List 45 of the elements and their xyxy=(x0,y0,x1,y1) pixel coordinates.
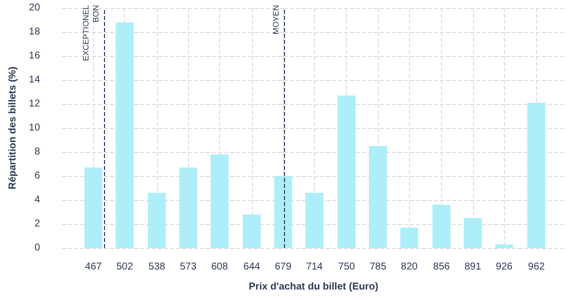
y-tick-label: 18 xyxy=(28,26,40,38)
x-tick-label: 502 xyxy=(116,262,134,272)
y-axis-title: Répartition des billets (%) xyxy=(8,66,18,190)
x-tick-label: 644 xyxy=(243,262,261,272)
bar xyxy=(274,176,292,248)
bar xyxy=(179,168,198,248)
bar xyxy=(464,218,482,248)
ref-line-label: MOYEN xyxy=(271,4,280,34)
x-tick-label: 679 xyxy=(274,262,292,272)
x-tick-label: 538 xyxy=(148,262,166,272)
ref-line-label: EXCEPTIONEL BON xyxy=(82,4,101,62)
y-tick-label: 4 xyxy=(34,194,40,206)
x-tick-label: 962 xyxy=(528,262,546,272)
y-tick-label: 12 xyxy=(28,98,40,110)
y-tick-label: 8 xyxy=(34,146,40,158)
y-tick-label: 2 xyxy=(34,218,40,230)
x-tick-label: 820 xyxy=(400,262,418,272)
x-tick-label: 750 xyxy=(338,262,356,272)
bar xyxy=(338,96,356,248)
x-tick-label: 856 xyxy=(433,262,450,272)
bar xyxy=(368,146,387,248)
y-tick-label: 6 xyxy=(34,170,40,182)
x-tick-label: 608 xyxy=(211,262,228,272)
y-tick-label: 16 xyxy=(28,50,40,62)
bar xyxy=(210,154,229,248)
bar xyxy=(116,22,134,248)
x-axis-title: Prix d'achat du billet (Euro) xyxy=(248,282,378,292)
bar xyxy=(400,228,418,248)
bar xyxy=(242,214,261,248)
y-tick-label: 0 xyxy=(34,242,40,254)
y-tick-label: 14 xyxy=(28,74,40,86)
x-tick-label: 926 xyxy=(496,262,513,272)
bar xyxy=(432,204,450,248)
x-tick-label: 573 xyxy=(180,262,197,272)
bar xyxy=(495,244,514,248)
bar xyxy=(527,102,546,248)
x-tick-label: 891 xyxy=(464,262,482,272)
bar xyxy=(148,192,166,248)
x-tick-label: 714 xyxy=(306,262,324,272)
x-tick-label: 785 xyxy=(370,262,387,272)
bar xyxy=(305,192,324,248)
x-tick-label: 467 xyxy=(85,262,102,272)
y-tick-label: 20 xyxy=(28,2,40,14)
y-tick-label: 10 xyxy=(28,122,40,134)
bar xyxy=(84,168,102,248)
